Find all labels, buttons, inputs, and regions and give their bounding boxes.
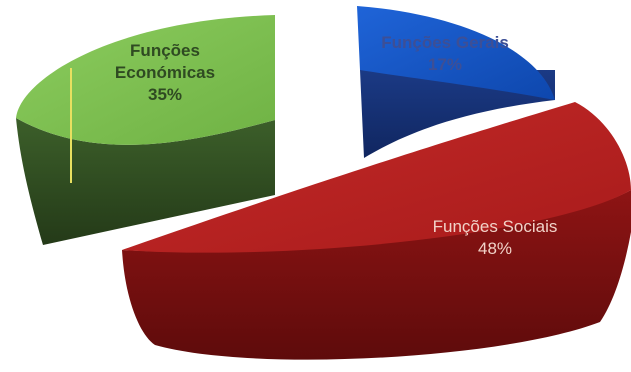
label-economicas-line2: Económicas xyxy=(95,62,235,84)
label-economicas-line1: Funções xyxy=(95,40,235,62)
label-gerais-line1: Funções Gerais xyxy=(345,32,545,54)
label-sociais-line1: Funções Sociais xyxy=(395,216,595,238)
label-economicas: Funções Económicas 35% xyxy=(95,40,235,106)
label-gerais-pct: 17% xyxy=(345,54,545,76)
label-economicas-pct: 35% xyxy=(95,84,235,106)
label-sociais: Funções Sociais 48% xyxy=(395,216,595,260)
label-gerais: Funções Gerais 17% xyxy=(345,32,545,76)
label-sociais-pct: 48% xyxy=(395,238,595,260)
